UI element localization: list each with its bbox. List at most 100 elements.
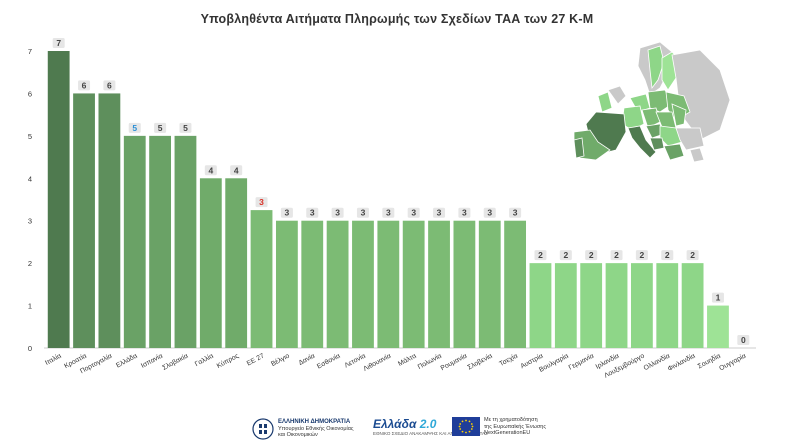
value-label-box: [230, 165, 243, 176]
x-tick-label: Βέλγιο: [270, 352, 291, 368]
greek-emblem-icon: [252, 418, 274, 440]
x-tick-label: Δανία: [297, 352, 316, 367]
value-label-box: [610, 250, 623, 261]
value-label-box: [306, 207, 319, 218]
bar: [98, 93, 121, 349]
x-tick-label: Γαλλία: [193, 352, 214, 368]
chart-title: Υποβληθέντα Αιτήματα Πληρωμής των Σχεδίω…: [200, 12, 594, 26]
x-tick-label: Λιθουανία: [362, 352, 392, 373]
bar: [275, 220, 298, 348]
bar: [174, 135, 197, 348]
logo1-line1: ΕΛΛΗΝΙΚΗ ΔΗΜΟΚΡΑΤΙΑ: [278, 419, 351, 426]
logo3-line2: της Ευρωπαϊκής Ένωσης: [484, 423, 546, 430]
europe-map: [573, 41, 731, 163]
value-label-box: [661, 250, 674, 261]
bar: [478, 220, 501, 348]
footer-logos: ΕΛΛΗΝΙΚΗ ΔΗΜΟΚΡΑΤΙΑ Υπουργείο Εθνικής Οι…: [0, 412, 794, 447]
x-tick-label: Ρουμανία: [439, 352, 468, 373]
value-label: 2: [614, 250, 619, 260]
value-label-box: [458, 207, 471, 218]
value-label: 3: [285, 208, 290, 218]
value-labels-group: 7 6 6 5 5 5 4 4 3 3 3 3 3 3 3 3 3 3 3 2 2 2 2 2 2 2 1 0: [52, 38, 750, 345]
y-tick-label: 4: [28, 174, 32, 183]
value-label: 3: [462, 208, 467, 218]
value-label-box: [483, 207, 496, 218]
x-tick-label: Εσθονία: [316, 352, 342, 371]
y-tick-label: 0: [28, 344, 32, 353]
x-tick-label: Γερμανία: [567, 352, 595, 372]
value-label: 6: [107, 80, 112, 90]
x-tick-label: Ελλάδα: [115, 352, 139, 370]
value-label: 6: [82, 80, 87, 90]
bar: [250, 210, 273, 348]
bar: [149, 135, 172, 348]
value-label: 2: [538, 250, 543, 260]
bar: [453, 220, 476, 348]
value-label: 2: [665, 250, 670, 260]
value-label-box: [179, 122, 192, 133]
bar: [47, 51, 70, 348]
x-tick-label: Ιταλία: [44, 352, 63, 367]
value-label: 4: [234, 165, 239, 175]
value-label-box: [711, 292, 724, 303]
value-label-box: [433, 207, 446, 218]
value-label: 3: [310, 208, 315, 218]
value-label: 3: [487, 208, 492, 218]
x-tick-label: Ισπανία: [140, 352, 165, 370]
value-label: 3: [361, 208, 366, 218]
value-label-box: [559, 250, 572, 261]
value-label-box: [52, 38, 65, 48]
value-label-box: [686, 250, 699, 261]
value-label: 7: [56, 38, 61, 48]
bar: [656, 263, 679, 348]
value-label-box: [382, 207, 395, 218]
value-label: 5: [132, 123, 137, 133]
bar: [554, 263, 577, 348]
value-label-box: [78, 80, 91, 91]
bar: [352, 220, 374, 348]
value-label-box: [154, 122, 167, 133]
y-tick-label: 3: [28, 217, 32, 226]
x-tick-label: Πολωνία: [416, 352, 443, 371]
bar: [326, 220, 349, 348]
logo2-main: Ελλάδα: [373, 417, 417, 431]
value-label-box: [407, 207, 420, 218]
value-label: 0: [741, 335, 746, 345]
value-label-box: [204, 165, 217, 176]
x-tick-label: Βουλγαρία: [538, 352, 570, 374]
value-label: 5: [183, 123, 188, 133]
logo1-line2: Υπουργείο Εθνικής Οικονομίας: [278, 425, 354, 432]
value-label-box: [356, 207, 369, 218]
logo2-num: 2.0: [419, 417, 437, 431]
bar: [605, 263, 628, 348]
value-label-box: [635, 250, 648, 261]
y-tick-label: 6: [28, 89, 32, 98]
value-label-box: [585, 250, 598, 261]
x-tick-label: ΕΕ 27: [246, 352, 266, 367]
value-label: 2: [690, 250, 695, 260]
value-label: 3: [437, 208, 442, 218]
bars-group: [47, 51, 729, 349]
value-label: 2: [563, 250, 568, 260]
value-label-box: [737, 335, 750, 345]
value-label-box: [331, 207, 344, 218]
bar: [630, 263, 653, 348]
value-label: 5: [158, 123, 163, 133]
x-tick-label: Τσεχία: [498, 352, 519, 368]
x-tick-label: Κύπρος: [215, 351, 240, 370]
bar: [123, 135, 146, 348]
y-tick-label: 1: [28, 302, 32, 311]
value-label: 2: [640, 250, 645, 260]
bar: [428, 220, 450, 348]
bar: [681, 263, 704, 348]
x-tick-label: Σλοβακία: [161, 352, 190, 372]
value-label: 3: [335, 208, 340, 218]
bar: [199, 178, 222, 348]
x-tick-label: Σλοβενία: [466, 352, 494, 372]
eu-funding-logo: Με τη χρηματοδότηση της Ευρωπαϊκής Ένωση…: [452, 417, 546, 437]
value-label-box: [534, 250, 547, 261]
value-label: 3: [259, 197, 264, 207]
value-label-box: [255, 197, 268, 208]
x-tick-label: Ουγγαρία: [718, 352, 747, 373]
